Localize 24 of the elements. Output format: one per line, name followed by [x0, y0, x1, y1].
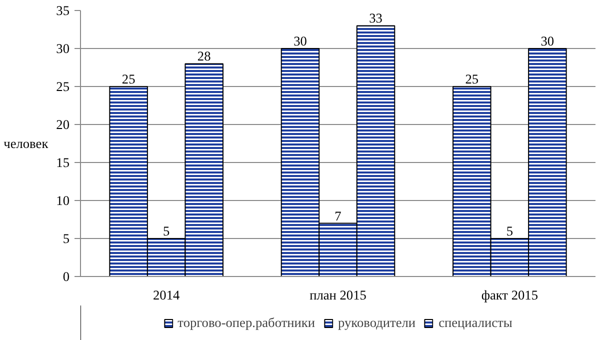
data-label: 5: [506, 224, 514, 238]
x-tick-label: 2014: [153, 288, 180, 302]
y-tick-label: 25: [56, 79, 70, 94]
data-label: 25: [122, 72, 136, 86]
y-tick-label: 5: [62, 231, 70, 246]
data-label: 5: [163, 224, 170, 238]
y-tick-label: 0: [62, 269, 70, 284]
data-label: 33: [369, 10, 383, 26]
y-tick-label: 10: [56, 193, 70, 208]
data-label: 30: [540, 34, 554, 48]
y-tick-label: 35: [56, 3, 70, 18]
legend-label: специалисты: [438, 314, 512, 330]
data-label: 30: [294, 34, 308, 48]
y-tick-label: 15: [56, 155, 70, 170]
legend-label: руководители: [338, 314, 416, 330]
y-tick-label: 20: [56, 117, 70, 132]
legend-label: торгово-опер.работники: [178, 314, 316, 330]
data-label: 7: [334, 208, 342, 224]
y-axis-title: человек: [4, 136, 49, 151]
data-label: 25: [465, 72, 479, 86]
x-tick-label: факт 2015: [481, 288, 538, 302]
y-tick-label: 30: [56, 41, 70, 56]
data-label: 28: [197, 48, 212, 64]
x-tick-label: план 2015: [310, 288, 367, 302]
